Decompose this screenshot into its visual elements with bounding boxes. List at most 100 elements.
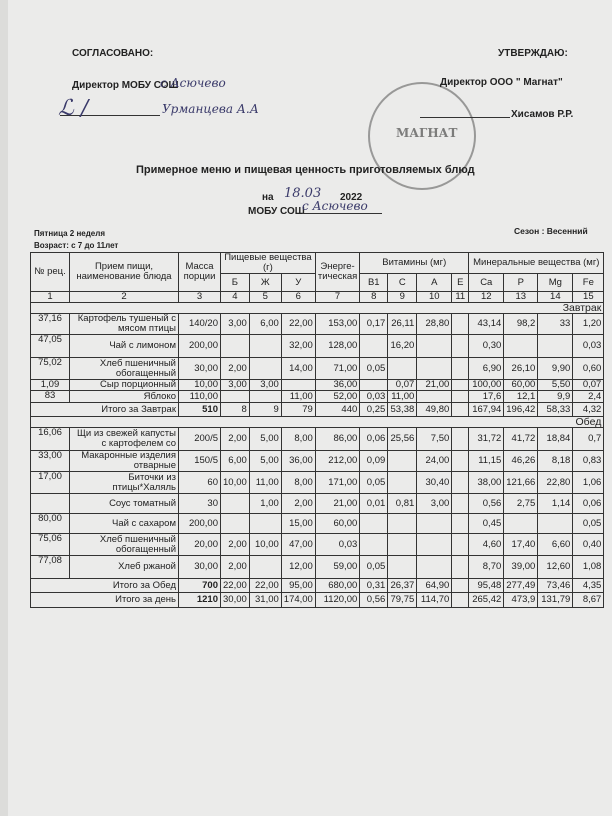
value-cell: 100,00 — [468, 379, 505, 391]
value-cell: 0,06 — [359, 427, 389, 451]
value-cell: 0,17 — [359, 313, 389, 335]
total-value: 9 — [248, 402, 282, 417]
value-cell: 0,81 — [387, 493, 418, 514]
value-cell: 17,40 — [503, 533, 539, 556]
value-cell — [416, 390, 453, 403]
left-school-handwritten: с Асючево — [160, 76, 226, 90]
value-cell: 2,00 — [220, 533, 250, 556]
value-cell: 8,18 — [537, 450, 574, 472]
total-value: 64,90 — [416, 578, 453, 593]
total-value: 4,32 — [572, 402, 605, 417]
value-cell — [503, 513, 539, 534]
value-cell — [451, 533, 470, 556]
value-cell: 60 — [178, 471, 221, 494]
column-number: 11 — [451, 291, 470, 303]
value-cell — [451, 379, 470, 391]
left-signer-handwritten: Урманцева А.А — [162, 102, 259, 116]
header-minerals: Минеральные вещества (мг) — [468, 252, 605, 274]
value-cell: 5,50 — [537, 379, 574, 391]
value-cell: 1,14 — [537, 493, 574, 514]
left-director: Директор МОБУ СОШ — [72, 80, 179, 91]
value-cell — [451, 450, 470, 472]
value-cell — [387, 471, 418, 494]
recipe-number: 16,06 — [30, 427, 70, 451]
value-cell — [220, 334, 250, 358]
value-cell: 110,00 — [178, 390, 221, 403]
value-cell: 10,00 — [248, 533, 282, 556]
value-cell: 0,7 — [572, 427, 605, 451]
value-cell: 0,45 — [468, 513, 505, 534]
value-cell: 5,00 — [248, 427, 282, 451]
total-value: 79,75 — [387, 592, 418, 608]
value-cell — [451, 555, 470, 579]
value-cell: 0,03 — [314, 533, 361, 556]
value-cell: 153,00 — [314, 313, 361, 335]
value-cell: 18,84 — [537, 427, 574, 451]
menu-table: № рец. Прием пищи, наименование блюда Ма… — [29, 252, 605, 608]
company-stamp: МАГНАТ — [368, 82, 476, 190]
value-cell — [248, 334, 282, 358]
value-cell: 36,00 — [280, 450, 316, 472]
total-value: 265,42 — [468, 592, 505, 608]
column-number: 12 — [468, 291, 505, 303]
value-cell — [359, 513, 389, 534]
table-row: 17,00 Биточки из птицы*Халяль 60 10,00 11,00… — [30, 471, 605, 494]
value-cell — [451, 313, 470, 335]
header-num: № рец. — [30, 252, 70, 292]
header-sub-4: С — [387, 273, 418, 292]
value-cell: 12,60 — [537, 555, 574, 579]
total-value: 174,00 — [280, 592, 316, 608]
total-value: 131,79 — [537, 592, 574, 608]
season-label: Сезон : Весенний — [514, 226, 588, 236]
header-nutrients: Пищевые вещества (г) — [220, 252, 316, 274]
column-number: 8 — [359, 291, 389, 303]
value-cell — [359, 379, 389, 391]
value-cell — [451, 357, 470, 380]
total-value: 700 — [178, 578, 221, 593]
table-row: 77,08 Хлеб ржаной 30,00 2,00 12,00 59,00 0,05 8… — [30, 555, 605, 579]
section-title: Завтрак — [29, 302, 605, 314]
total-value: 31,00 — [248, 592, 282, 608]
school-label: МОБУ СОШ — [248, 206, 305, 217]
value-cell — [387, 533, 418, 556]
value-cell: 11,15 — [468, 450, 505, 472]
header-energy: Энерге-тическая — [314, 252, 361, 292]
table-row: 16,06 Щи из свежей капусты с картофелем с… — [30, 427, 605, 451]
total-value: 58,33 — [537, 402, 574, 417]
value-cell: 0,05 — [359, 555, 389, 579]
dish-name: Картофель тушеный с мясом птицы — [69, 313, 179, 335]
value-cell — [416, 533, 453, 556]
value-cell: 200,00 — [178, 513, 221, 534]
value-cell: 31,72 — [468, 427, 505, 451]
total-value: 22,00 — [220, 578, 250, 593]
value-cell: 0,09 — [359, 450, 389, 472]
value-cell — [503, 334, 539, 358]
value-cell — [451, 390, 470, 403]
total-value — [451, 578, 470, 593]
value-cell: 5,00 — [248, 450, 282, 472]
value-cell: 52,00 — [314, 390, 361, 403]
value-cell: 128,00 — [314, 334, 361, 358]
document-title: Примерное меню и пищевая ценность пригот… — [136, 164, 475, 176]
total-row: Итого за Завтрак 510 8 9 79 440 0,25 53,38 49,80… — [30, 402, 605, 417]
value-cell: 17,6 — [468, 390, 505, 403]
column-number: 14 — [537, 291, 574, 303]
agreed-label: СОГЛАСОВАНО: — [72, 48, 154, 59]
school-handwritten: с Асючево — [302, 199, 382, 214]
total-value: 49,80 — [416, 402, 453, 417]
column-number: 10 — [416, 291, 453, 303]
age-label: Возраст: с 7 до 11лет — [34, 241, 119, 250]
table-row: 80,00 Чай с сахаром 200,00 15,00 60,00 0,45 0,… — [30, 513, 605, 534]
section-title: Обед — [29, 416, 605, 428]
value-cell: 32,00 — [280, 334, 316, 358]
value-cell: 26,11 — [387, 313, 418, 335]
value-cell — [359, 334, 389, 358]
value-cell: 6,00 — [220, 450, 250, 472]
value-cell: 22,80 — [537, 471, 574, 494]
value-cell: 12,00 — [280, 555, 316, 579]
value-cell: 41,72 — [503, 427, 539, 451]
dish-name: Чай с лимоном — [69, 334, 179, 358]
right-signer: Хисамов Р.Р. — [511, 109, 574, 120]
value-cell: 2,00 — [220, 555, 250, 579]
value-cell: 11,00 — [387, 390, 418, 403]
